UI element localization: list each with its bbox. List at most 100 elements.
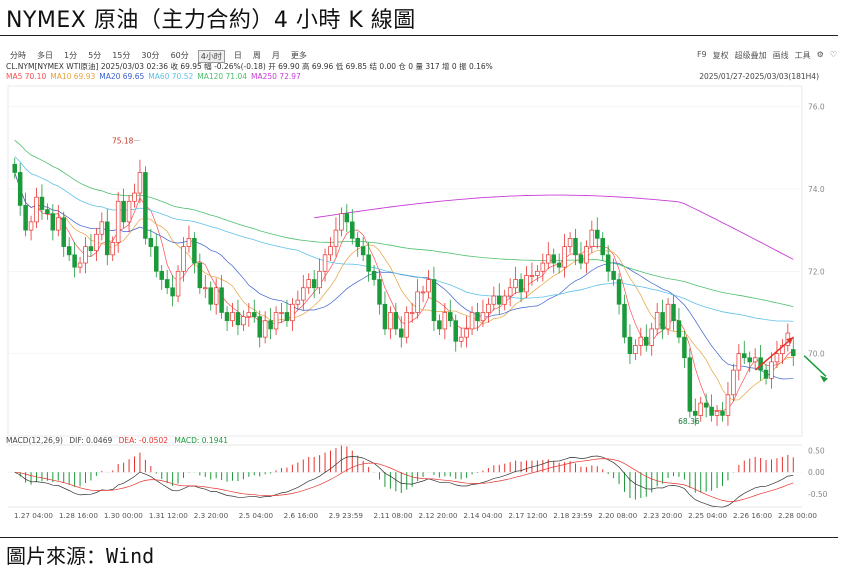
date-range-label: 2025/01/27-2025/03/03(181H4) (699, 72, 819, 81)
candle-down (747, 357, 752, 363)
candle-up (529, 275, 535, 277)
candle-down (154, 246, 159, 272)
time-tick-label: 2.12 20:00 (418, 511, 457, 520)
candle-down (453, 320, 458, 342)
source-caption: 圖片來源：Wind (6, 544, 155, 568)
candle-down (268, 320, 273, 330)
period-tab[interactable]: 周 (252, 51, 261, 60)
candle-down (12, 163, 17, 173)
time-tick-label: 2.23 20:00 (643, 511, 682, 520)
candle-down (257, 316, 262, 338)
candle-down (437, 320, 442, 330)
candle-up (404, 312, 409, 338)
candle-up (28, 221, 34, 231)
candle-up (649, 328, 654, 346)
candle-down (573, 238, 578, 256)
tool-button[interactable]: 复权 (712, 51, 729, 60)
candle-up (589, 229, 595, 247)
candle-up (203, 287, 208, 290)
candle-down (448, 312, 453, 322)
candle-down (676, 320, 682, 338)
period-tab[interactable]: 多日 (37, 51, 53, 60)
candle-up (306, 279, 311, 289)
candle-up (126, 200, 132, 223)
macd-value: MACD: 0.1941 (174, 436, 229, 445)
period-tab[interactable]: 5分 (88, 51, 102, 60)
tool-button[interactable]: ⚙ (816, 50, 824, 59)
candle-down (693, 410, 698, 416)
candle-down (682, 336, 687, 359)
candle-down (644, 336, 649, 346)
candle-down (742, 353, 747, 359)
candle-up (491, 295, 497, 305)
candle-up (442, 312, 448, 330)
time-tick-label: 1.30 00:00 (104, 511, 143, 520)
period-tab[interactable]: 4小时 (197, 50, 225, 63)
chart-title: NYMEX 原油（主力合約）4 小時 K 線圖 (6, 8, 416, 33)
candle-down (192, 238, 197, 264)
period-tab[interactable]: 更多 (290, 51, 307, 60)
candle-down (164, 279, 170, 289)
quote-line: CL.NYM[NYMEX WTI原油] 2025/03/03 02:36 收 6… (6, 62, 493, 71)
candle-down (350, 221, 355, 239)
up-arrow-line (754, 336, 794, 371)
candle-down (360, 246, 366, 256)
period-tab[interactable]: 月 (271, 51, 280, 60)
tool-button[interactable]: 工具 (794, 51, 811, 60)
ma10-line (14, 172, 794, 401)
candle-down (23, 205, 28, 231)
candle-up (301, 287, 306, 301)
candle-up (469, 312, 475, 330)
candle-up (731, 369, 736, 396)
time-tick-label: 2.6 16:00 (284, 511, 319, 520)
candle-up (246, 312, 252, 317)
period-tab[interactable]: 15分 (112, 51, 131, 60)
candle-up (480, 312, 486, 322)
candle-up (322, 254, 328, 272)
period-tab[interactable]: 日 (233, 51, 242, 60)
macd-name: MACD(12,26,9) (6, 436, 63, 445)
price-tick-label: 74.0 (808, 185, 825, 194)
tool-button[interactable]: F9 (696, 50, 707, 59)
ma-legend-item: MA120 71.04 (197, 72, 248, 81)
candle-up (132, 192, 137, 202)
candle-up (175, 270, 181, 297)
top-rule (0, 35, 838, 36)
candle-down (791, 349, 796, 357)
period-tab[interactable]: 1分 (64, 51, 78, 60)
candle-up (230, 312, 235, 322)
candle-down (709, 406, 714, 416)
candle-up (262, 320, 268, 338)
candle-down (17, 172, 23, 206)
tool-button[interactable]: 超级叠加 (734, 51, 767, 60)
candle-up (714, 410, 720, 416)
ma120-line (14, 139, 794, 308)
time-tick-label: 2.9 23:59 (329, 511, 364, 520)
candle-down (371, 270, 377, 280)
time-tick-label: 2.5 04:00 (239, 511, 274, 520)
period-tab[interactable]: 分時 (10, 51, 26, 60)
time-tick-label: 2.17 12:00 (508, 511, 547, 520)
period-tab[interactable]: 30分 (141, 51, 160, 60)
candle-down (556, 262, 562, 268)
candle-up (317, 270, 322, 289)
candle-up (774, 353, 780, 363)
time-tick-label: 2.11 08:00 (374, 511, 413, 520)
candle-up (535, 270, 540, 276)
candle-up (339, 213, 344, 231)
candle-up (665, 303, 671, 330)
tool-button[interactable]: ♡ (829, 50, 837, 59)
candle-up (94, 233, 99, 252)
high-annotation: 75.18 (112, 136, 134, 145)
candle-down (627, 336, 633, 354)
period-tab[interactable]: 60分 (170, 51, 189, 60)
candle-down (235, 312, 241, 326)
tool-button[interactable]: 画线 (772, 51, 789, 60)
candle-up (654, 312, 660, 330)
dif-line (14, 455, 794, 508)
candle-up (458, 336, 464, 342)
candle-down (687, 357, 693, 412)
candle-down (252, 312, 257, 317)
price-tick-label: 70.0 (808, 350, 825, 359)
